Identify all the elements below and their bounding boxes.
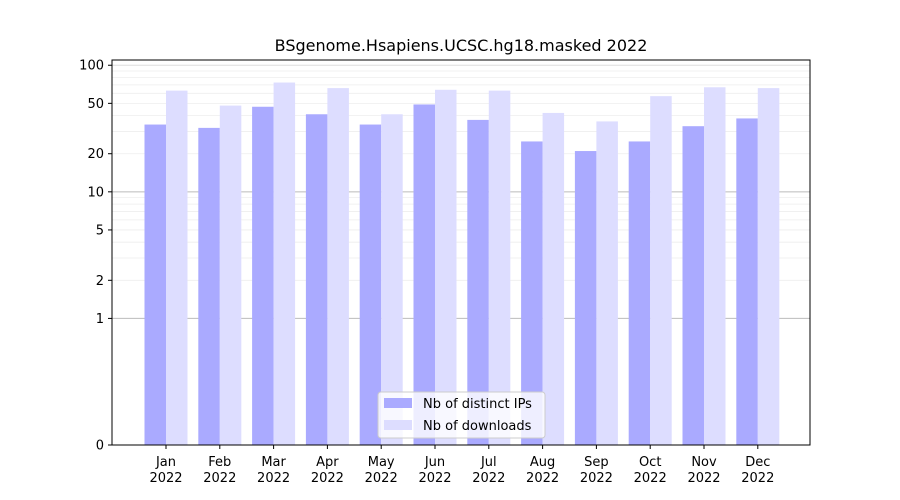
bar-ips [736,118,758,445]
bar-ips [144,124,166,445]
bar-downloads [219,105,242,446]
x-tick-label-month: Jun [424,455,445,470]
y-tick-label: 10 [87,185,104,200]
x-tick-label-year: 2022 [257,471,290,486]
x-axis: Jan2022Feb2022Mar2022Apr2022May2022Jun20… [149,445,774,486]
x-tick-label-month: Sep [584,455,609,470]
x-tick-label-month: Feb [208,455,231,470]
bar-ips [521,141,543,445]
y-tick-label: 1 [96,312,104,327]
bar-downloads [542,112,565,446]
y-tick-label: 20 [87,147,104,162]
y-tick-label: 2 [96,274,104,289]
x-tick-label-year: 2022 [526,471,559,486]
legend-label-downloads: Nb of downloads [423,419,532,434]
bar-ips [682,126,704,446]
legend-frame [377,391,546,439]
bar-downloads [488,90,511,445]
bar-ips [198,127,220,445]
x-tick-label-year: 2022 [634,471,667,486]
x-tick-label-year: 2022 [741,471,774,486]
bar-ips [305,114,328,445]
x-tick-label-year: 2022 [418,471,451,486]
bar-ips [359,124,382,445]
bar-downloads [757,88,780,445]
y-axis: 0 1 2 5 10 20 50 100 [79,59,112,454]
legend-label-ips: Nb of distinct IPs [423,397,532,412]
bar-ips [574,151,597,445]
bar-downloads [650,96,672,446]
y-tick-label: 5 [96,223,104,238]
x-tick-label-month: Aug [530,455,555,470]
x-tick-label-year: 2022 [472,471,505,486]
x-tick-label-year: 2022 [149,471,182,486]
x-tick-label-month: May [368,455,395,470]
x-tick-label-month: Mar [261,455,286,470]
legend-swatch-ips [384,398,412,408]
chart-title: BSgenome.Hsapiens.UCSC.hg18.masked 2022 [275,36,648,55]
x-tick-label-month: Nov [691,455,717,470]
x-tick-label-month: Dec [745,455,770,470]
y-tick-label: 50 [87,97,104,112]
bar-ips [252,106,274,445]
x-tick-label-year: 2022 [687,471,720,486]
y-tick-label: 100 [79,59,104,74]
x-tick-label-month: Oct [639,455,661,470]
bar-ips [628,141,651,445]
x-tick-label-year: 2022 [580,471,613,486]
x-tick-label-month: Apr [316,455,339,470]
legend: Nb of distinct IPs Nb of downloads [377,391,546,439]
bar-ips [413,104,435,445]
x-tick-label-year: 2022 [365,471,398,486]
x-tick-label-month: Jan [155,455,176,470]
bar-ips [467,119,489,445]
x-tick-label-month: Jul [480,455,497,470]
plot-frame [111,59,811,446]
x-tick-label-year: 2022 [311,471,344,486]
bar-downloads [381,114,403,445]
bar-downloads [273,82,296,445]
legend-swatch-downloads [384,420,412,430]
bars [144,82,780,446]
y-tick-label: 0 [96,439,104,454]
x-tick-label-year: 2022 [203,471,236,486]
bar-downloads [704,87,726,445]
bar-downloads [596,121,618,445]
bar-downloads [435,89,457,445]
bar-downloads [166,90,188,445]
bar-downloads [327,88,349,445]
